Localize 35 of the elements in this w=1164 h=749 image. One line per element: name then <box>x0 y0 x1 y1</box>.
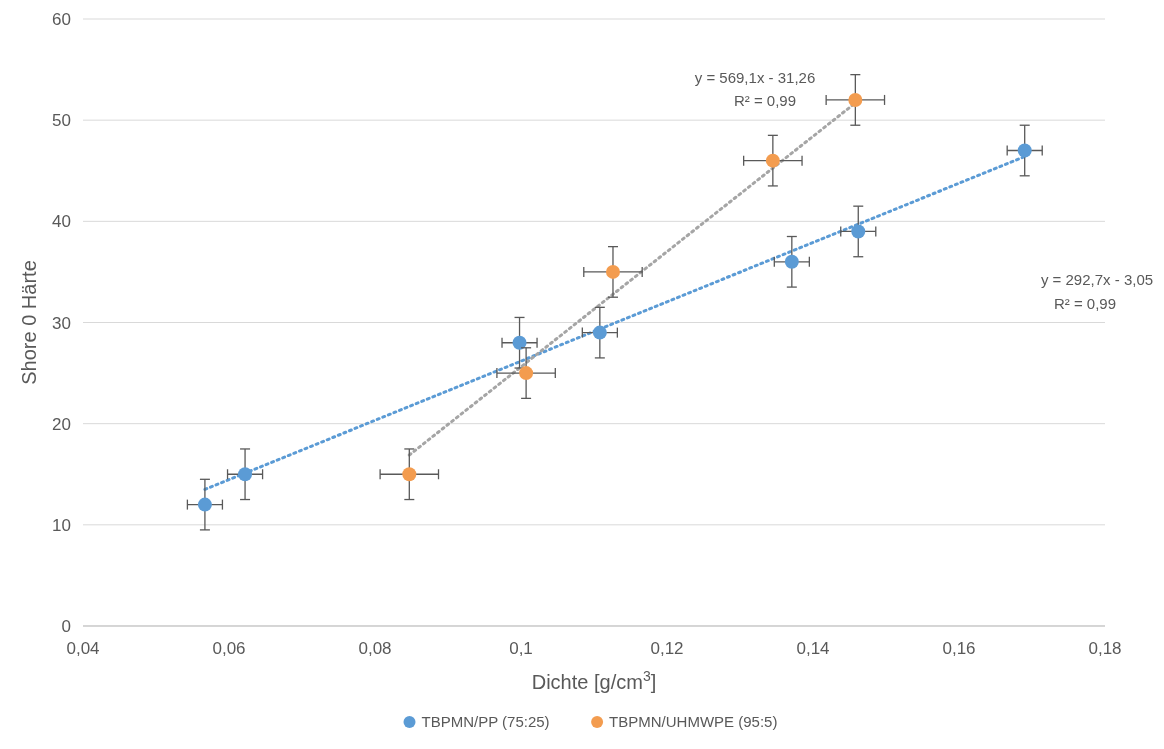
point <box>851 224 866 239</box>
x-tick-label: 0,16 <box>942 639 976 658</box>
y-tick-label: 10 <box>52 515 71 535</box>
y-tick-label: 40 <box>52 212 71 232</box>
point <box>765 153 780 168</box>
legend-label: TBPMN/UHMWPE (95:5) <box>609 713 778 730</box>
point <box>402 467 417 482</box>
y-tick-label: 30 <box>52 313 71 333</box>
x-tick-label: 0,1 <box>509 639 533 658</box>
x-tick-label: 0,06 <box>212 639 246 658</box>
x-tick-label: 0,08 <box>358 639 392 658</box>
y-tick-label: 20 <box>52 414 71 434</box>
annotation: R² = 0,99 <box>733 92 797 109</box>
annotation: y = 292,7x - 3,05 <box>1040 271 1154 288</box>
point <box>238 467 253 482</box>
annotation: y = 569,1x - 31,26 <box>694 69 816 86</box>
point <box>784 254 799 269</box>
x-tick-label: 0,12 <box>650 639 684 658</box>
x-tick-label: 0,04 <box>66 639 100 658</box>
legend-label: TBPMN/PP (75:25) <box>421 713 550 730</box>
point <box>592 325 607 340</box>
point <box>197 497 212 512</box>
point <box>848 92 863 107</box>
x-tick-label: 0,14 <box>796 639 830 658</box>
y-tick-label: 0 <box>61 617 71 636</box>
x-tick-label: 0,18 <box>1088 639 1122 658</box>
annotation: R² = 0,99 <box>1053 295 1117 312</box>
point <box>519 366 534 381</box>
point <box>512 335 527 350</box>
point <box>1017 143 1032 158</box>
x-axis-title: Dichte [g/cm$^{3}$] <box>531 668 657 693</box>
point <box>605 264 620 279</box>
y-tick-label: 50 <box>52 111 71 131</box>
y-axis-title: Shore 0 Härte <box>18 260 40 385</box>
y-tick-label: 60 <box>52 10 71 29</box>
